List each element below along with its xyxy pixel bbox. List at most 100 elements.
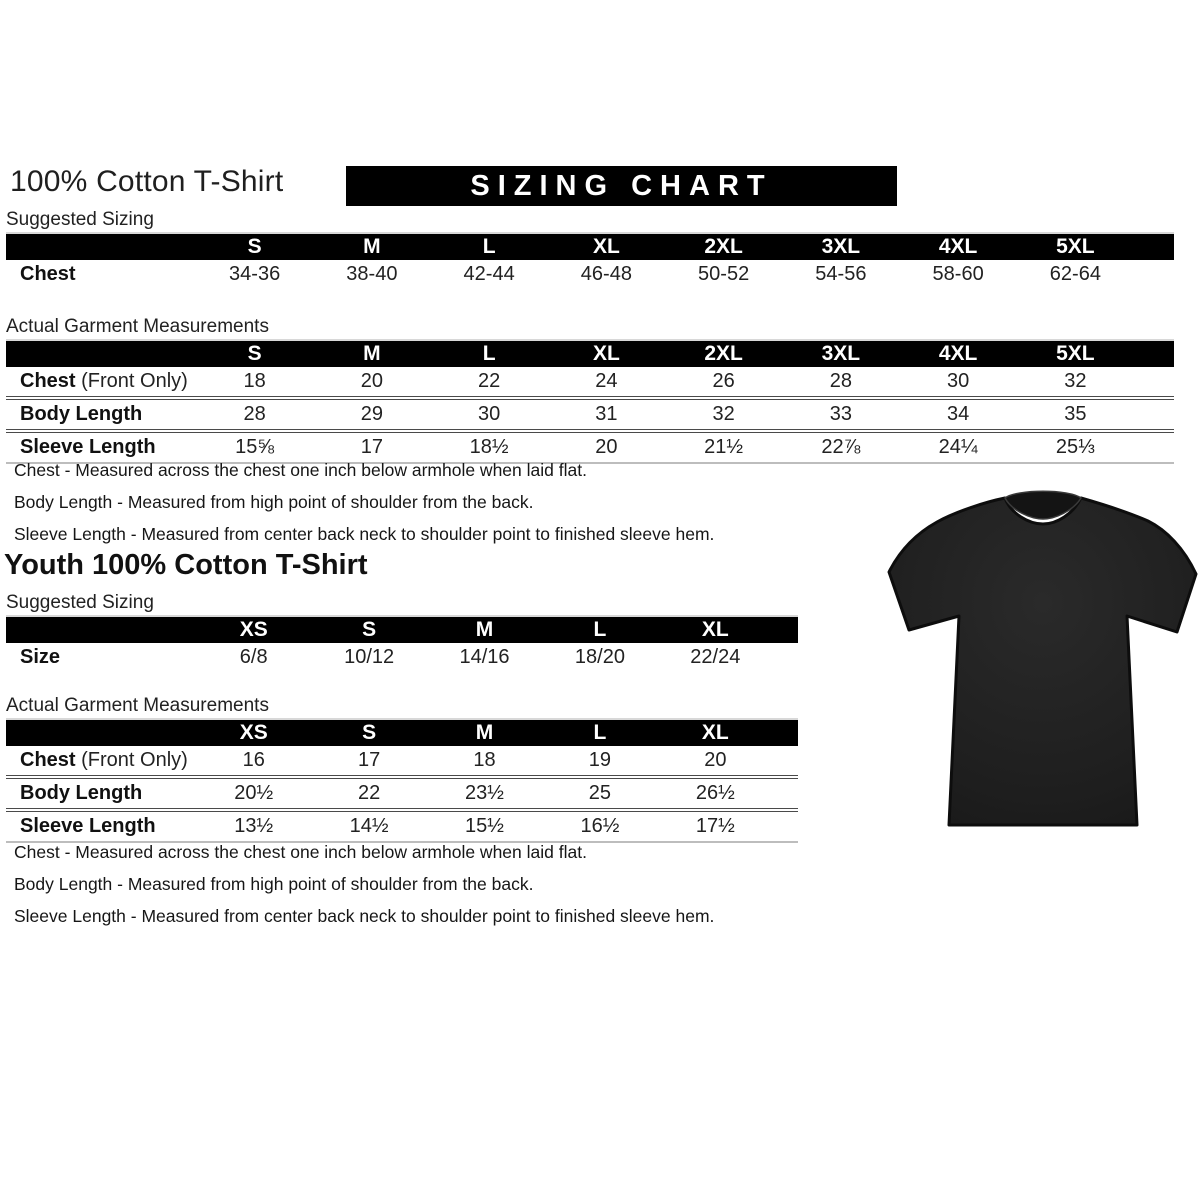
measurement-value: 32 [712,403,735,425]
table-header-bar: S M L XL 2XL 3XL 4XL 5XL [6,234,1174,260]
chest-note: Chest - Measured across the chest one in… [14,842,587,862]
sleeve-length-note: Sleeve Length - Measured from center bac… [14,906,715,926]
row-label: Body Length [6,403,196,426]
measurement-value: 42-44 [463,263,515,285]
size-column-header: L [482,342,496,365]
measurement-value: 20 [595,436,618,458]
size-column-header: XL [592,342,620,365]
row-label-text: Sleeve Length [20,815,156,837]
measurement-value: 26 [712,370,735,392]
tshirt-body [887,496,1198,827]
measurement-value: 18/20 [574,646,625,668]
size-column-header: XL [701,721,729,744]
measurement-value: 28 [829,370,852,392]
size-column-header: S [247,342,262,365]
row-label: Body Length [6,782,196,805]
row-label: Sleeve Length [6,815,196,838]
youth-measurements-table: XS S M L XL Chest (Front Only) 16 17 18 19 20 Body … [6,718,798,843]
measurement-value: 25 [588,782,612,804]
row-label: Chest (Front Only) [6,749,196,772]
size-column-header: M [363,235,381,258]
measurement-value: 22 [478,370,501,392]
measurement-value: 31 [595,403,618,425]
measurement-value: 22 [357,782,381,804]
sizing-chart-banner: SIZING CHART [346,166,897,206]
table-row: Chest 34-36 38-40 42-44 46-48 50-52 54-56 58-60… [6,260,1174,289]
table-row: Body Length 28 29 30 31 32 33 34 35 [6,396,1174,429]
size-column-header: 3XL [821,235,861,258]
row-label-text: Body Length [20,403,143,425]
row-label-text: Chest [20,263,76,285]
measurement-value: 22/24 [690,646,741,668]
measurement-value: 29 [360,403,383,425]
table-row: Sleeve Length 15⅝ 17 18½ 20 21½ 22⅞ 24¼ 25⅓ [6,429,1174,462]
measurement-value: 20 [360,370,383,392]
row-label-text: Size [20,646,61,668]
tshirt-illustration [887,490,1198,827]
youth-section-title: Youth 100% Cotton T-Shirt [4,549,368,581]
measurement-value: 28 [243,403,266,425]
table-row: Sleeve Length 13½ 14½ 15½ 16½ 17½ [6,808,798,841]
measurement-value: 25⅓ [1055,436,1095,458]
size-column-header: XL [701,618,729,641]
measurement-value: 6/8 [239,646,268,668]
size-column-header: M [475,618,494,641]
measurement-value: 50-52 [698,263,750,285]
measurement-value: 15⅝ [235,436,275,458]
size-column-header: S [362,618,377,641]
size-column-header: XL [592,235,620,258]
measurement-value: 22⅞ [821,436,861,458]
measurement-value: 14/16 [459,646,510,668]
size-column-header: L [593,721,607,744]
size-column-header: M [475,721,494,744]
tshirt-collar [1004,490,1082,520]
measurement-value: 32 [1064,370,1087,392]
measurement-value: 46-48 [580,263,632,285]
size-column-header: XS [239,618,268,641]
size-column-header: M [363,342,381,365]
body-length-note: Body Length - Measured from high point o… [14,874,534,894]
page-title: 100% Cotton T-Shirt [10,165,284,198]
measurement-value: 33 [829,403,852,425]
row-label: Chest (Front Only) [6,370,196,393]
row-label-suffix: (Front Only) [75,370,188,392]
measurement-value: 20 [704,749,727,771]
tshirt-left-cuff-seam [908,615,960,631]
measurement-value: 30 [478,403,501,425]
measurement-value: 16½ [580,815,620,837]
youth-suggested-sizing-table: XS S M L XL Size 6/8 10/12 14/16 18/20 22/24 [6,615,798,672]
measurement-value: 17 [360,436,383,458]
row-label-text: Chest [20,749,76,771]
adult-suggested-sizing-table: S M L XL 2XL 3XL 4XL 5XL Chest 34-36 38-40 42-44 46-… [6,232,1174,289]
row-label-text: Chest [20,370,76,392]
adult-actual-measurements-label: Actual Garment Measurements [6,316,269,337]
size-column-header: 5XL [1056,235,1095,258]
measurement-value: 18½ [469,436,509,458]
size-column-header: 2XL [704,235,743,258]
measurement-value: 35 [1064,403,1087,425]
size-column-header: 5XL [1056,342,1095,365]
adult-measurement-notes: Chest - Measured across the chest one in… [14,460,714,556]
measurement-value: 24¼ [938,436,978,458]
measurement-value: 62-64 [1049,263,1101,285]
size-column-header: L [593,618,607,641]
measurement-value: 34-36 [229,263,281,285]
measurement-value: 30 [947,370,970,392]
table-header-bar: XS S M L XL [6,617,798,643]
measurement-value: 17½ [695,815,735,837]
youth-suggested-sizing-label: Suggested Sizing [6,592,154,613]
table-header-bar: S M L XL 2XL 3XL 4XL 5XL [6,341,1174,367]
row-label-text: Body Length [20,782,143,804]
table-row: Size 6/8 10/12 14/16 18/20 22/24 [6,643,798,672]
body-length-note: Body Length - Measured from high point o… [14,492,534,512]
table-row: Chest (Front Only) 16 17 18 19 20 [6,746,798,775]
youth-actual-measurements-label: Actual Garment Measurements [6,695,269,716]
size-column-header: 4XL [938,235,978,258]
tshirt-image [885,480,1200,830]
measurement-value: 23½ [465,782,504,804]
measurement-value: 17 [357,749,381,771]
measurement-value: 18 [473,749,496,771]
size-column-header: 3XL [821,342,861,365]
measurement-value: 38-40 [346,263,398,285]
size-column-header: S [247,235,262,258]
